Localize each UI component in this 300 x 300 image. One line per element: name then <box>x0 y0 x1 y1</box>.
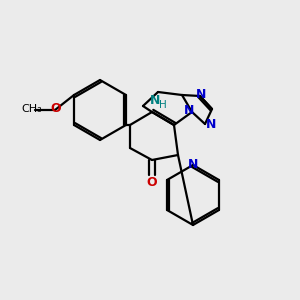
Text: N: N <box>150 94 160 106</box>
Text: N: N <box>206 118 216 131</box>
Text: N: N <box>184 104 194 118</box>
Text: N: N <box>196 88 206 101</box>
Text: H: H <box>159 100 167 110</box>
Text: CH₃: CH₃ <box>22 104 42 114</box>
Text: N: N <box>188 158 198 172</box>
Text: O: O <box>147 176 157 190</box>
Text: O: O <box>51 103 61 116</box>
